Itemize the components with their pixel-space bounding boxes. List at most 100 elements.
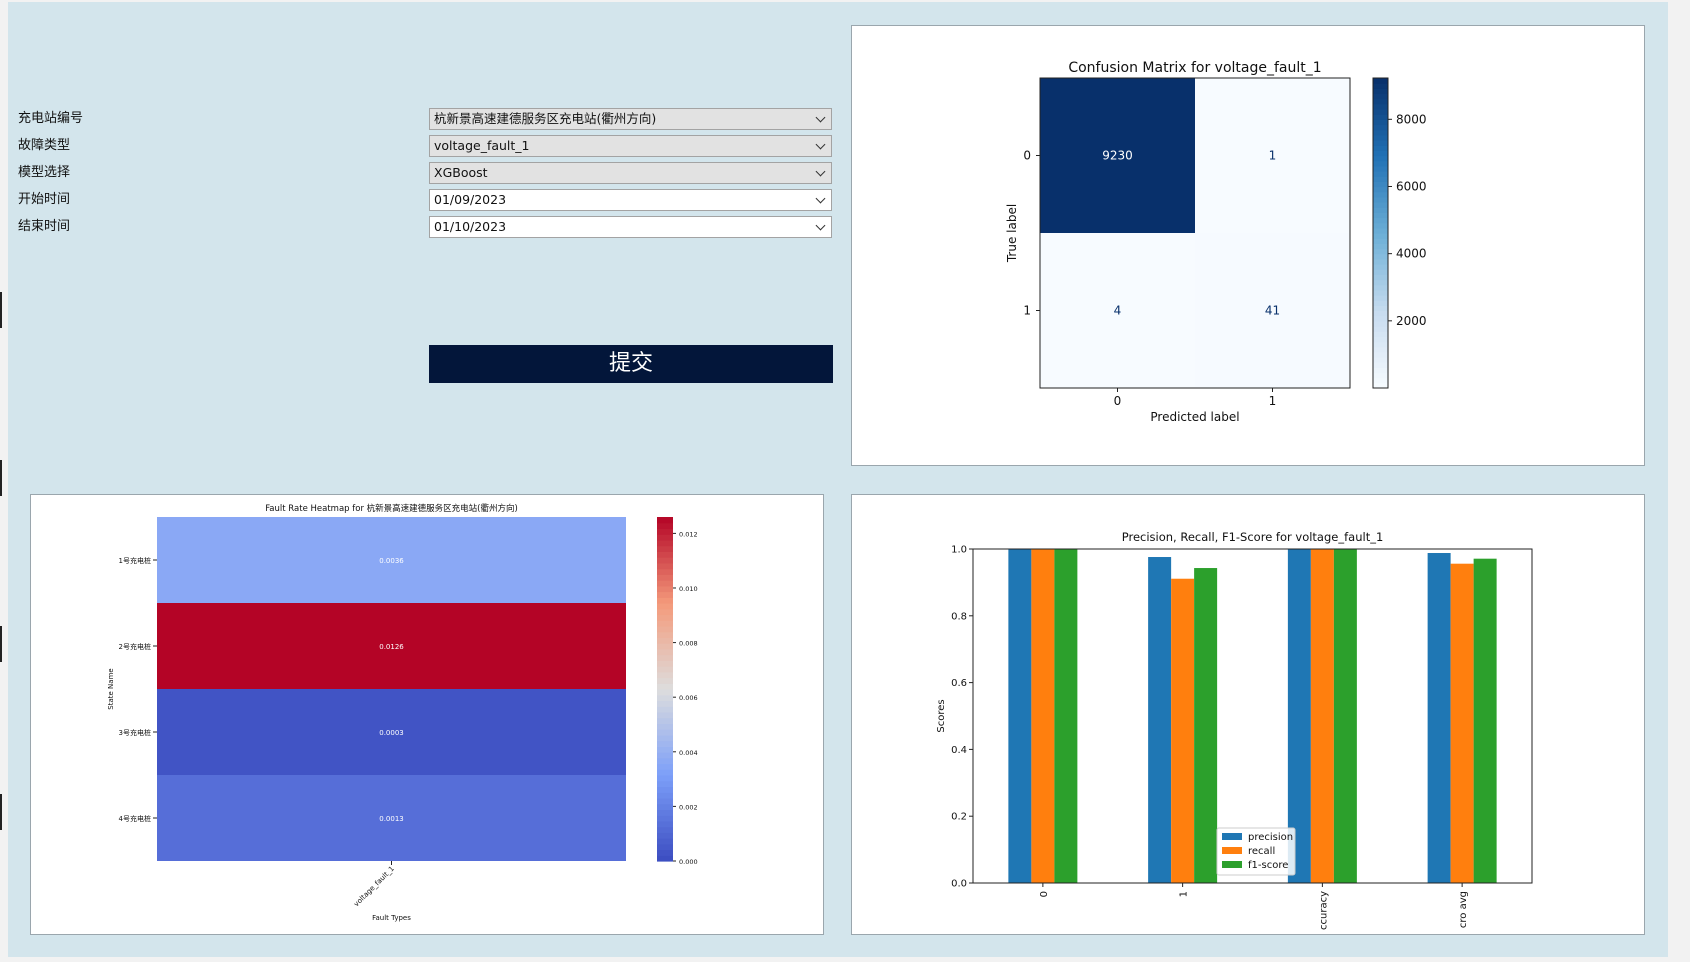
start-date-picker[interactable]: 01/09/2023 bbox=[429, 189, 832, 211]
colorbar-segment bbox=[1373, 289, 1388, 296]
colorbar-segment bbox=[657, 752, 673, 759]
colorbar-segment bbox=[1373, 217, 1388, 224]
colorbar-segment bbox=[1373, 93, 1388, 100]
left-edge-mark bbox=[0, 626, 2, 662]
colorbar-segment bbox=[1373, 171, 1388, 177]
colorbar-segment bbox=[1373, 243, 1388, 250]
colorbar-segment bbox=[1373, 367, 1388, 374]
x-tick-label: cro avg bbox=[1458, 891, 1469, 928]
colorbar-segment bbox=[1373, 341, 1388, 348]
colorbar-segment bbox=[1373, 315, 1388, 322]
y-tick-label: 3号充电桩 bbox=[119, 728, 151, 737]
colorbar-segment bbox=[657, 711, 673, 719]
colorbar-segment bbox=[1373, 248, 1388, 255]
colorbar-segment bbox=[657, 849, 673, 856]
confusion-matrix-panel: Confusion Matrix for voltage_fault_1 9230… bbox=[851, 25, 1645, 466]
bar bbox=[1054, 549, 1078, 883]
colorbar-segment bbox=[657, 585, 673, 593]
cell-label: 1 bbox=[1269, 149, 1277, 163]
cell-label: 0.0126 bbox=[379, 643, 404, 651]
legend-label: recall bbox=[1248, 846, 1275, 857]
colorbar-segment bbox=[657, 654, 673, 661]
colorbar-segment bbox=[1373, 109, 1388, 115]
y-axis-label: State Name bbox=[107, 668, 115, 709]
colorbar-segment bbox=[657, 683, 673, 690]
colorbar-segment bbox=[657, 803, 673, 810]
bar bbox=[1333, 549, 1357, 883]
legend-swatch bbox=[1222, 833, 1242, 840]
colorbar-segment bbox=[1373, 114, 1388, 120]
colorbar-segment bbox=[657, 620, 673, 627]
colorbar-segment bbox=[1373, 119, 1388, 126]
matrix-cell bbox=[1195, 78, 1350, 233]
metrics-bar-chart: Precision, Recall, F1-Score for voltage_… bbox=[936, 530, 1533, 930]
matrix-cell bbox=[1195, 233, 1350, 388]
bar bbox=[1148, 557, 1172, 883]
x-tick-label: 0 bbox=[1114, 394, 1122, 408]
colorbar-segment bbox=[1373, 377, 1388, 384]
colorbar-segment bbox=[657, 517, 673, 524]
heatmap-cell bbox=[157, 603, 626, 689]
colorbar-segment bbox=[1373, 165, 1388, 172]
left-edge-mark bbox=[0, 292, 2, 328]
colorbar-segment bbox=[657, 694, 673, 702]
colorbar-segment bbox=[1373, 382, 1388, 389]
colorbar-segment bbox=[1373, 155, 1388, 162]
heatmap-cell bbox=[157, 517, 626, 603]
plot-frame bbox=[972, 548, 1533, 884]
end-date-picker[interactable]: 01/10/2023 bbox=[429, 216, 832, 238]
colorbar-tick-label: 0.002 bbox=[679, 803, 698, 811]
colorbar-segment bbox=[657, 838, 673, 845]
colorbar-tick-label: 0.010 bbox=[679, 585, 698, 593]
x-tick-label: voltage_fault_1 bbox=[352, 865, 395, 908]
legend-label: f1-score bbox=[1248, 860, 1288, 871]
colorbar-segment bbox=[1373, 357, 1388, 363]
y-tick-label: 4号充电桩 bbox=[119, 814, 151, 823]
colorbar-segment bbox=[1373, 191, 1388, 198]
colorbar-segment bbox=[657, 522, 673, 530]
colorbar-segment bbox=[1373, 150, 1388, 157]
fault-type-label: 故障类型 bbox=[18, 138, 71, 153]
colorbar-segment bbox=[1373, 103, 1388, 110]
colorbar-segment bbox=[1373, 372, 1388, 379]
colorbar-tick-label: 6000 bbox=[1396, 179, 1427, 193]
colorbar-segment bbox=[1373, 98, 1388, 105]
colorbar-segment bbox=[657, 740, 673, 747]
model-select-value: XGBoost bbox=[434, 165, 488, 180]
confusion-matrix-chart: Confusion Matrix for voltage_fault_1 9230… bbox=[1005, 60, 1427, 424]
x-axis-label: Predicted label bbox=[1150, 410, 1239, 424]
start-date-value: 01/09/2023 bbox=[434, 192, 507, 207]
colorbar-segment bbox=[657, 717, 673, 724]
colorbar-segment bbox=[657, 608, 673, 616]
colorbar-segment bbox=[657, 677, 673, 684]
station-select[interactable]: 杭新景高速建德服务区充电站(衢州方向) bbox=[429, 108, 832, 130]
colorbar-segment bbox=[1373, 269, 1388, 275]
colorbar-segment bbox=[1373, 331, 1388, 337]
colorbar-segment bbox=[657, 855, 673, 862]
y-tick-label: 0.2 bbox=[951, 812, 967, 823]
model-select[interactable]: XGBoost bbox=[429, 162, 832, 184]
y-tick-label: 0.4 bbox=[951, 745, 967, 756]
colorbar-tick-label: 8000 bbox=[1396, 112, 1427, 126]
colorbar-segment bbox=[1373, 207, 1388, 213]
colorbar-segment bbox=[1373, 160, 1388, 167]
left-edge-mark bbox=[0, 460, 2, 496]
chevron-down-icon bbox=[815, 193, 826, 204]
colorbar-segment bbox=[657, 763, 673, 770]
y-tick-label: 2号充电桩 bbox=[119, 642, 151, 651]
colorbar-segment bbox=[657, 551, 673, 558]
colorbar-segment bbox=[1373, 258, 1388, 265]
colorbar-frame bbox=[1372, 77, 1389, 389]
colorbar-segment bbox=[657, 528, 673, 535]
colorbar-segment bbox=[657, 591, 673, 598]
y-tick-label: 1.0 bbox=[951, 545, 967, 556]
bar bbox=[1008, 549, 1032, 883]
colorbar-segment bbox=[657, 815, 673, 822]
fault-type-select[interactable]: voltage_fault_1 bbox=[429, 135, 832, 157]
heatmap-cell bbox=[157, 689, 626, 775]
submit-button[interactable]: 提交 bbox=[429, 345, 833, 383]
bar bbox=[1031, 549, 1055, 883]
heatmap-cell bbox=[157, 775, 626, 861]
colorbar-segment bbox=[1373, 83, 1388, 89]
chevron-down-icon bbox=[815, 220, 826, 231]
